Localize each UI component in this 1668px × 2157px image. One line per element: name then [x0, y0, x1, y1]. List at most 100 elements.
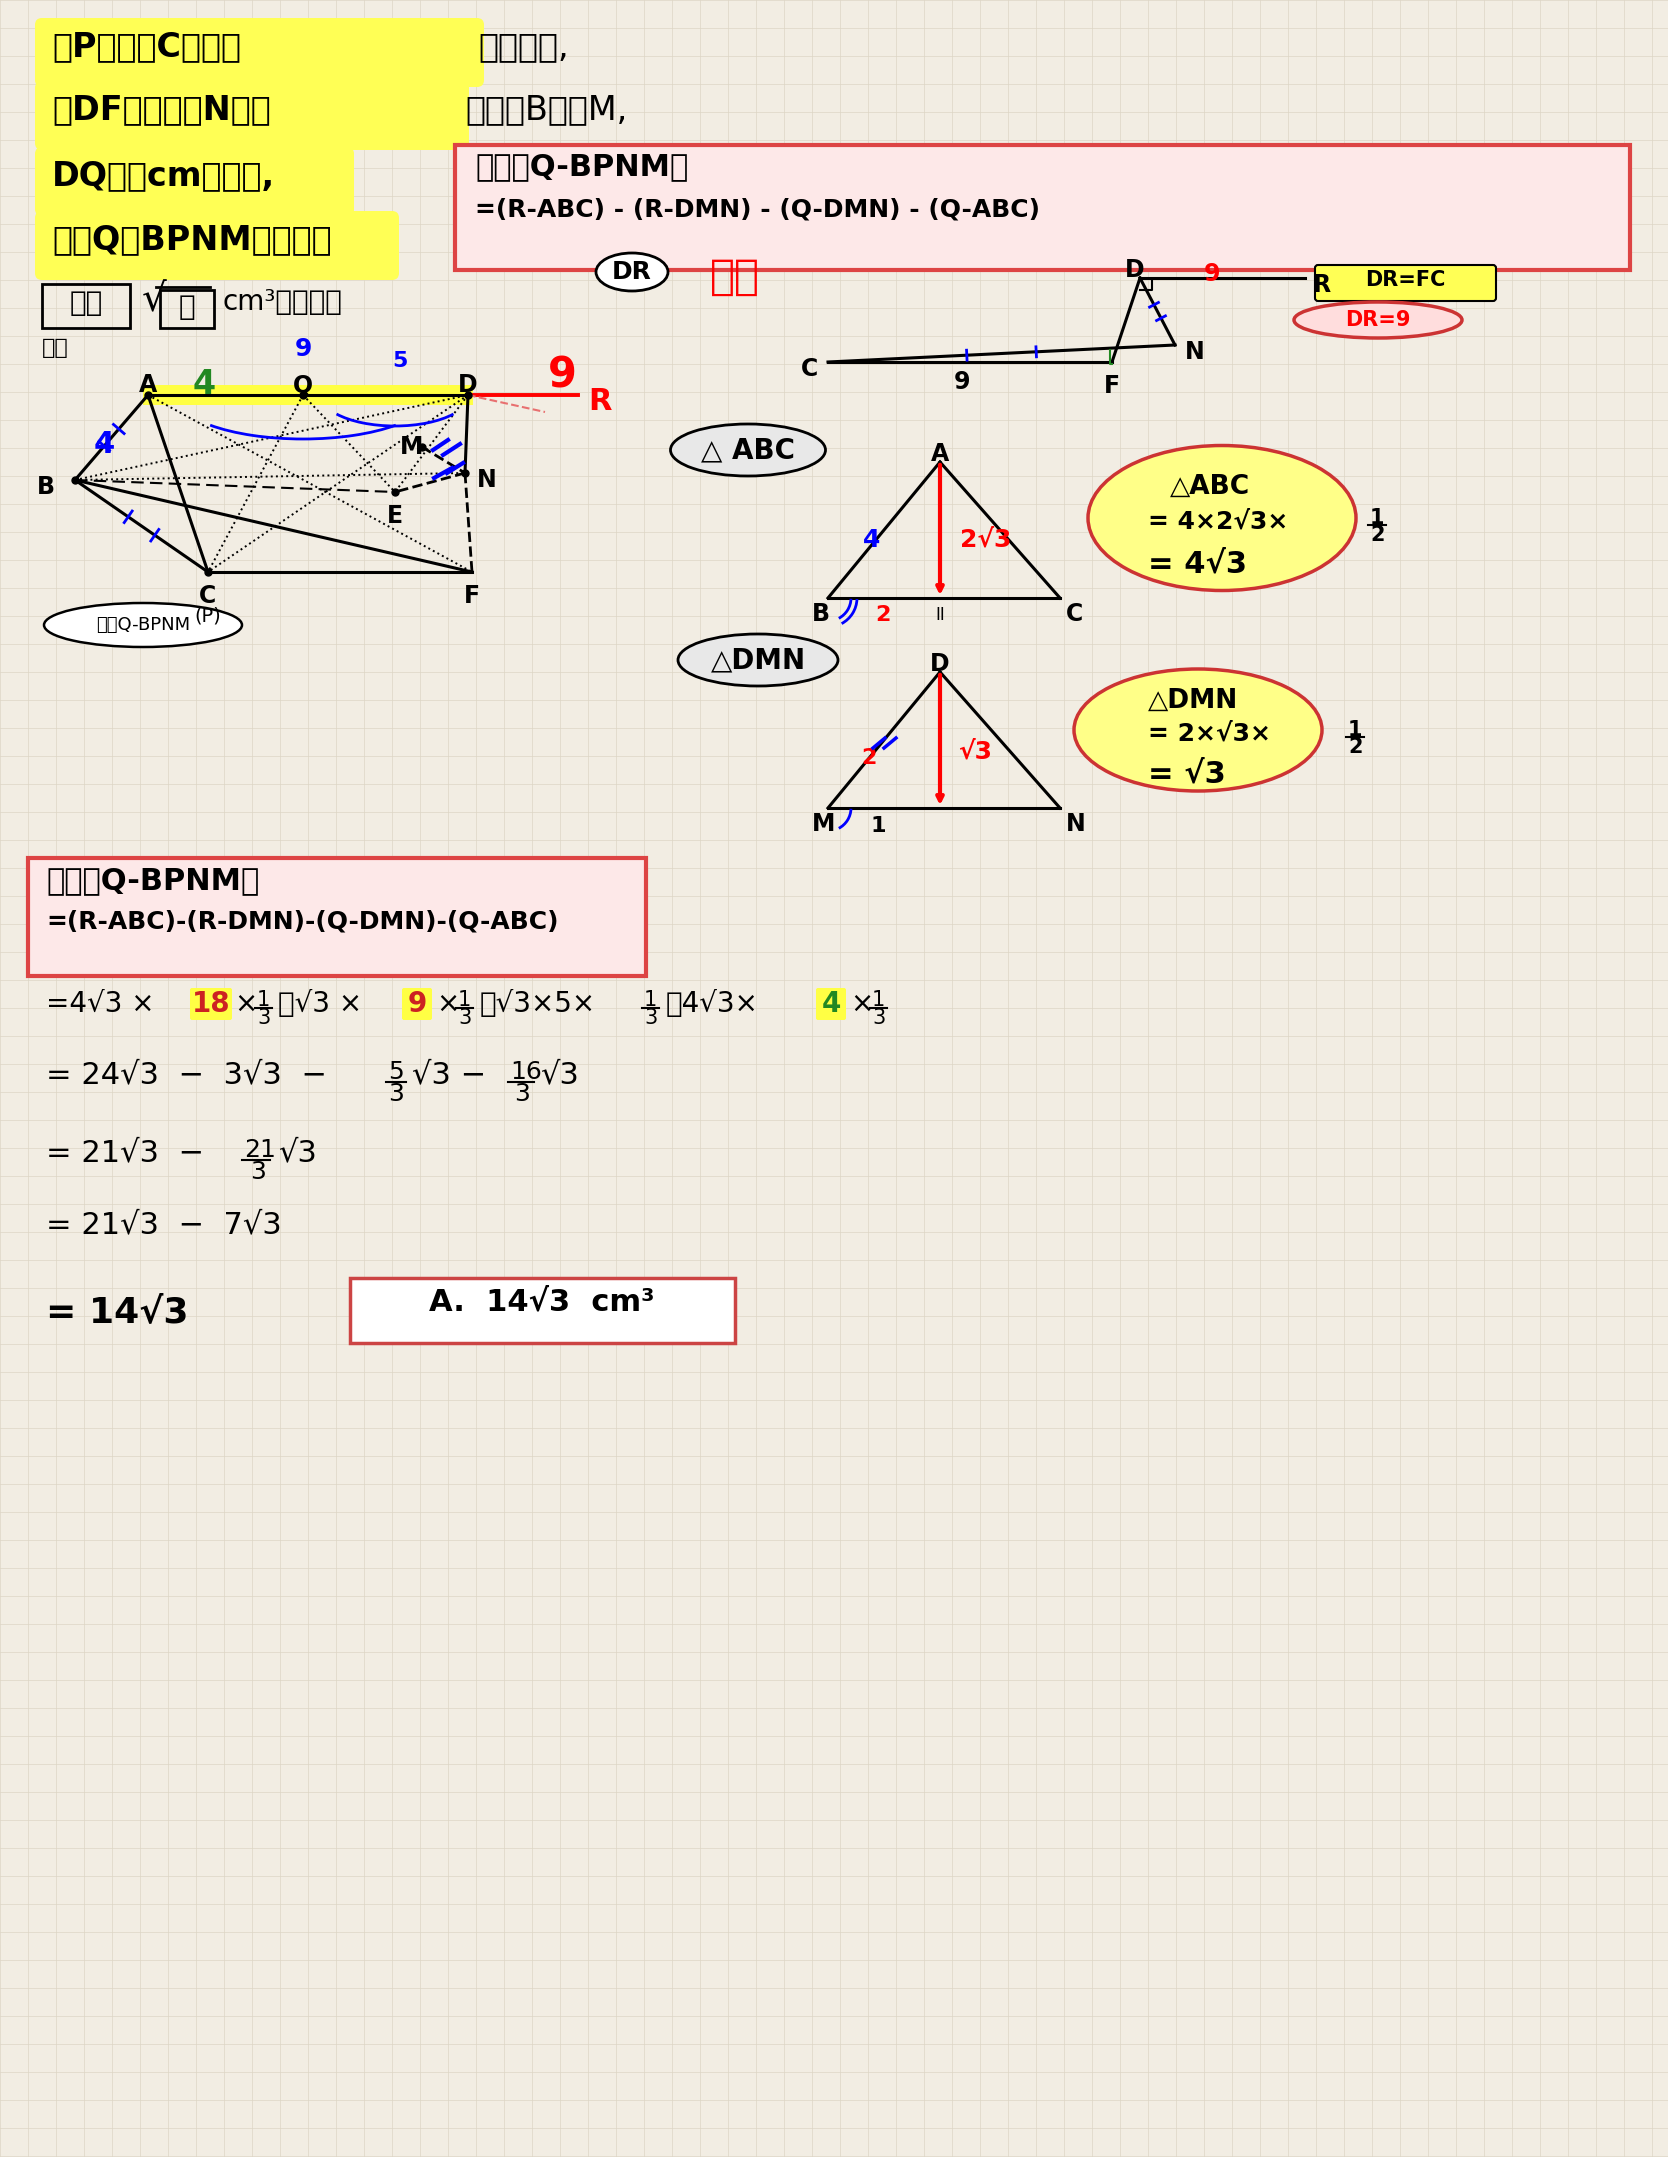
- Text: E: E: [387, 505, 404, 528]
- Text: するとき,: するとき,: [479, 30, 569, 63]
- Ellipse shape: [43, 604, 242, 647]
- Text: DQ＝５cmのとき,: DQ＝５cmのとき,: [52, 160, 275, 192]
- Text: B: B: [812, 602, 831, 626]
- Text: R: R: [1313, 274, 1331, 298]
- Text: √3: √3: [279, 1139, 317, 1167]
- Text: －√3×5×: －√3×5×: [480, 990, 595, 1018]
- Text: 2: 2: [876, 604, 891, 626]
- Text: A: A: [138, 373, 157, 397]
- Text: 4: 4: [192, 369, 215, 401]
- Text: 合同: 合同: [711, 257, 761, 298]
- FancyBboxPatch shape: [35, 82, 469, 151]
- Text: 3: 3: [250, 1160, 265, 1184]
- Text: 1: 1: [459, 990, 472, 1009]
- Text: ×: ×: [435, 990, 459, 1018]
- FancyBboxPatch shape: [35, 211, 399, 280]
- Text: 16: 16: [510, 1059, 542, 1085]
- FancyBboxPatch shape: [402, 988, 432, 1020]
- FancyBboxPatch shape: [816, 988, 846, 1020]
- Text: A.  14√3  cm³: A. 14√3 cm³: [429, 1288, 656, 1318]
- Text: A: A: [931, 442, 949, 466]
- Text: D: D: [459, 373, 477, 397]
- Text: （立体Q-BPNM）: （立体Q-BPNM）: [47, 865, 259, 895]
- FancyBboxPatch shape: [1314, 265, 1496, 302]
- Text: 1: 1: [644, 990, 657, 1009]
- FancyBboxPatch shape: [35, 17, 484, 86]
- Text: 1: 1: [1369, 509, 1384, 528]
- Text: －√3 ×: －√3 ×: [279, 990, 362, 1018]
- Text: 3: 3: [514, 1083, 530, 1107]
- Text: 2: 2: [1369, 524, 1384, 546]
- Text: きく: きく: [70, 289, 103, 317]
- Text: 1: 1: [871, 815, 886, 837]
- Text: II: II: [936, 606, 944, 623]
- Text: = 24√3  −  3√3  −: = 24√3 − 3√3 −: [47, 1059, 327, 1089]
- Text: 9: 9: [407, 990, 427, 1018]
- Text: √: √: [142, 280, 167, 319]
- Text: cm³である。: cm³である。: [222, 289, 342, 315]
- Text: 5: 5: [389, 1059, 404, 1085]
- Text: = 14√3: = 14√3: [47, 1294, 188, 1329]
- Text: 4: 4: [93, 429, 115, 459]
- Text: 3: 3: [459, 1007, 472, 1029]
- Ellipse shape: [1074, 669, 1323, 792]
- Text: 4: 4: [821, 990, 841, 1018]
- Text: N: N: [1184, 341, 1204, 365]
- Text: DR=9: DR=9: [1346, 311, 1411, 330]
- Text: Q: Q: [294, 373, 314, 397]
- Text: 図２: 図２: [42, 339, 68, 358]
- Text: △ ABC: △ ABC: [701, 436, 796, 464]
- Text: F: F: [464, 585, 480, 608]
- Text: = 2×√3×: = 2×√3×: [1148, 723, 1271, 746]
- Text: 9: 9: [954, 371, 971, 395]
- Text: －4√3×: －4√3×: [666, 990, 759, 1018]
- Text: △ABC: △ABC: [1169, 475, 1249, 500]
- Text: △DMN: △DMN: [711, 645, 806, 673]
- Text: R: R: [589, 386, 612, 416]
- Ellipse shape: [1294, 302, 1461, 339]
- Text: 立体Q-BPNM: 立体Q-BPNM: [97, 617, 190, 634]
- Text: 立体Q－BPNMの体積は: 立体Q－BPNMの体積は: [52, 222, 332, 257]
- Text: 3: 3: [872, 1007, 886, 1029]
- Bar: [143, 384, 474, 406]
- Text: 3: 3: [644, 1007, 657, 1029]
- Ellipse shape: [595, 252, 667, 291]
- Text: 2: 2: [861, 748, 877, 768]
- Text: ×: ×: [234, 990, 257, 1018]
- Text: C: C: [801, 358, 817, 382]
- Text: 9: 9: [549, 356, 577, 397]
- Text: = 21√3  −: = 21√3 −: [47, 1139, 203, 1167]
- Bar: [160, 289, 214, 328]
- Text: = 4×2√3×: = 4×2√3×: [1148, 509, 1288, 535]
- Text: 1: 1: [1348, 720, 1363, 740]
- Text: 4: 4: [864, 528, 881, 552]
- Text: 辺DFの中点をNとし: 辺DFの中点をNとし: [52, 93, 270, 125]
- Text: √3: √3: [957, 740, 992, 764]
- Text: ，頂点Bと点M,: ，頂点Bと点M,: [465, 93, 627, 125]
- FancyBboxPatch shape: [35, 147, 354, 216]
- Ellipse shape: [1088, 446, 1356, 591]
- Text: DR: DR: [612, 261, 652, 285]
- Text: （立体Q-BPNM）: （立体Q-BPNM）: [475, 151, 689, 181]
- Bar: [455, 145, 1630, 270]
- Text: 9: 9: [1204, 261, 1221, 287]
- Text: F: F: [1104, 373, 1121, 399]
- Text: DR=FC: DR=FC: [1364, 270, 1444, 289]
- Ellipse shape: [677, 634, 837, 686]
- Bar: [42, 285, 130, 328]
- Text: △DMN: △DMN: [1148, 688, 1238, 714]
- Bar: [350, 1277, 736, 1344]
- Text: 2: 2: [1348, 738, 1363, 757]
- Text: C: C: [200, 585, 217, 608]
- Text: N: N: [1066, 811, 1086, 837]
- Text: 1: 1: [872, 990, 886, 1009]
- Text: =4√3 ×: =4√3 ×: [47, 990, 155, 1018]
- Text: 18: 18: [192, 990, 230, 1018]
- Text: =(R-ABC)-(R-DMN)-(Q-DMN)-(Q-ABC): =(R-ABC)-(R-DMN)-(Q-DMN)-(Q-ABC): [47, 910, 559, 934]
- Text: √3 −: √3 −: [412, 1059, 485, 1089]
- Text: ×: ×: [851, 990, 874, 1018]
- Text: C: C: [1066, 602, 1083, 626]
- Text: B: B: [37, 475, 55, 498]
- Text: 5: 5: [392, 352, 407, 371]
- Text: =(R-ABC) - (R-DMN) - (Q-DMN) - (Q-ABC): =(R-ABC) - (R-DMN) - (Q-DMN) - (Q-ABC): [475, 198, 1041, 222]
